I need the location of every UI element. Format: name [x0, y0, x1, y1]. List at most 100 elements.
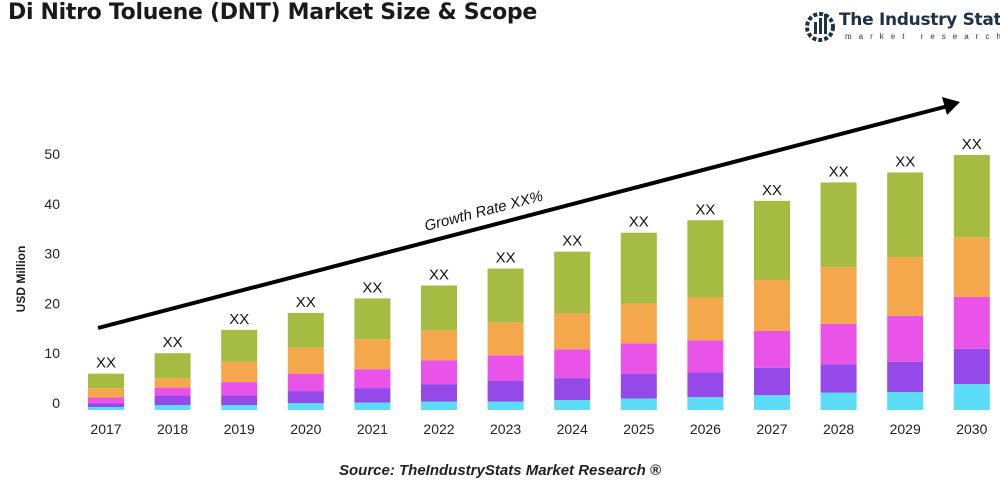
- x-tick-label: 2022: [423, 421, 454, 437]
- bar-segment-2: [88, 397, 124, 404]
- bar-segment-2: [221, 382, 258, 396]
- y-tick-label: 0: [52, 395, 60, 411]
- x-tick-label: 2019: [224, 421, 255, 437]
- bar-segment-2: [820, 323, 857, 365]
- y-tick-label: 40: [44, 196, 60, 212]
- bar-segment-0: [88, 407, 124, 410]
- x-tick-label: 2025: [623, 421, 654, 437]
- bar-data-label: XX: [629, 214, 649, 231]
- bar-segment-1: [287, 391, 324, 404]
- x-tick-label: 2029: [890, 421, 921, 437]
- bar-segment-4: [687, 220, 724, 298]
- bar-segment-2: [154, 387, 191, 396]
- bar-data-label: XX: [695, 201, 715, 218]
- bar-segment-0: [687, 397, 724, 410]
- bar-segment-0: [554, 400, 591, 410]
- bar-segment-1: [221, 395, 258, 406]
- bar-segment-2: [620, 343, 657, 374]
- bar-segment-3: [421, 330, 457, 361]
- bar-segment-3: [620, 303, 657, 344]
- bar-segment-1: [88, 403, 124, 408]
- x-tick-label: 2028: [823, 421, 854, 437]
- bar-segment-3: [354, 339, 391, 370]
- bar-segment-0: [620, 398, 657, 410]
- bar-segment-1: [820, 364, 857, 393]
- bar-segment-1: [554, 378, 591, 401]
- x-tick-label: 2018: [157, 421, 188, 437]
- bar-segment-4: [487, 268, 524, 323]
- bar-segment-2: [953, 296, 990, 349]
- bar-segment-2: [687, 340, 724, 373]
- bar-data-label: XX: [362, 279, 382, 296]
- bar-segment-2: [354, 369, 391, 389]
- bar-segment-0: [154, 405, 191, 410]
- bar-segment-4: [887, 172, 924, 258]
- bar-data-label: XX: [163, 334, 183, 351]
- bar-segment-1: [354, 388, 391, 403]
- logo-name: The Industry Stats: [839, 10, 1000, 30]
- y-tick-label: 30: [44, 246, 60, 262]
- bar-segment-0: [487, 401, 524, 410]
- bar-data-label: XX: [296, 294, 316, 311]
- bar-segment-1: [487, 380, 524, 402]
- bar-segment-2: [287, 373, 324, 392]
- y-tick-label: 20: [44, 295, 60, 311]
- bar-data-label: XX: [895, 153, 915, 170]
- bar-segment-3: [154, 378, 191, 388]
- bar-segment-2: [487, 355, 524, 381]
- bar-segment-0: [287, 403, 324, 410]
- bar-segment-2: [887, 315, 924, 362]
- bar-segment-4: [88, 373, 124, 389]
- x-tick-label: 2030: [956, 421, 987, 437]
- bar-segment-4: [421, 285, 457, 331]
- bar-segment-3: [487, 322, 524, 356]
- bar-segment-0: [354, 402, 391, 410]
- bar-segment-0: [221, 405, 258, 410]
- bar-segment-3: [887, 257, 924, 316]
- growth-arrow-head: [942, 97, 960, 115]
- bar-segment-4: [754, 200, 790, 281]
- bar-segment-1: [620, 373, 657, 399]
- bar-segment-4: [354, 298, 391, 340]
- bar-data-label: XX: [762, 182, 782, 199]
- bar-segment-1: [687, 372, 724, 398]
- bar-segment-2: [421, 360, 457, 385]
- bar-data-label: XX: [496, 250, 516, 267]
- bar-segment-4: [154, 353, 191, 379]
- bar-segment-2: [754, 330, 790, 368]
- bar-segment-1: [953, 348, 990, 385]
- bar-segment-0: [953, 384, 990, 410]
- bar-data-label: XX: [229, 311, 249, 328]
- bar-data-label: XX: [562, 233, 582, 250]
- logo-tagline: market research: [845, 32, 1000, 41]
- bar-data-label: XX: [962, 136, 982, 153]
- source-note: Source: TheIndustryStats Market Research…: [339, 462, 661, 479]
- gear-chart-icon: [805, 12, 835, 42]
- bar-segment-3: [953, 237, 990, 297]
- bar-segment-1: [154, 395, 191, 406]
- bar-segment-3: [687, 297, 724, 341]
- growth-arrow-line: [97, 104, 949, 330]
- bar-segment-0: [421, 401, 457, 410]
- bar-segment-0: [887, 392, 924, 410]
- bar-segment-3: [554, 313, 591, 350]
- bar-data-label: XX: [96, 355, 116, 372]
- bar-segment-3: [88, 388, 124, 398]
- logo: The Industry Stats market research: [805, 8, 1000, 46]
- bar-segment-3: [820, 267, 857, 324]
- x-tick-label: 2021: [357, 421, 388, 437]
- page-title: Di Nitro Toluene (DNT) Market Size & Sco…: [8, 0, 537, 25]
- bar-segment-4: [620, 232, 657, 304]
- x-tick-label: 2023: [490, 421, 521, 437]
- bar-segment-1: [754, 367, 790, 396]
- bar-segment-4: [221, 329, 258, 362]
- x-tick-label: 2020: [290, 421, 321, 437]
- bar-segment-4: [554, 251, 591, 314]
- bar-segment-4: [953, 155, 990, 238]
- bar-segment-0: [754, 395, 790, 410]
- bar-segment-2: [554, 349, 591, 379]
- bar-segment-3: [221, 361, 258, 383]
- bar-segment-3: [287, 347, 324, 374]
- y-tick-label: 50: [44, 146, 60, 162]
